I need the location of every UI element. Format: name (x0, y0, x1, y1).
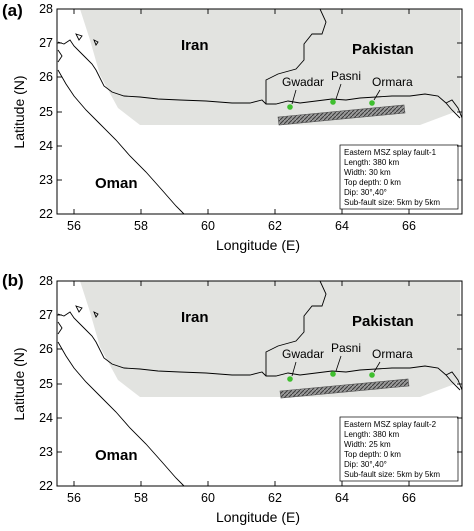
city-marker-pasni (330, 99, 336, 105)
x-tick-label: 62 (268, 491, 282, 505)
city-pointer-gwadar (291, 89, 297, 105)
map-panel-a: Gwadar Pasni Ormara Iran Pakistan Oman E… (0, 0, 474, 265)
city-marker-gwadar (287, 104, 293, 110)
city-label-gwadar: Gwadar (282, 347, 324, 361)
city-pointer-ormara (373, 89, 381, 101)
info-line-3: Width: 30 km (344, 168, 391, 177)
y-tick-label: 22 (39, 479, 53, 493)
y-tick-label: 25 (39, 105, 53, 119)
x-tick-label: 60 (201, 491, 215, 505)
fault-info-box: Eastern MSZ splay fault-1 Length: 380 km… (339, 144, 459, 210)
y-tick-label: 28 (39, 274, 53, 288)
info-line-2: Length: 380 km (344, 158, 399, 167)
city-label-pasni: Pasni (331, 69, 361, 83)
info-line-5: Dip: 30°,40° (344, 188, 387, 197)
city-marker-gwadar (287, 376, 293, 382)
y-tick-label: 22 (39, 207, 53, 221)
y-tick-label: 27 (39, 36, 53, 50)
map-b-svg: Gwadar Pasni Ormara Iran Pakistan Oman E… (2, 271, 463, 525)
y-tick-label: 24 (39, 411, 53, 425)
city-pointer-ormara (373, 361, 381, 373)
region-label-iran: Iran (181, 37, 209, 54)
city-pointer-gwadar (291, 361, 297, 377)
coastline (57, 8, 463, 215)
x-tick-label: 64 (335, 219, 349, 233)
info-line-4: Top depth: 0 km (344, 450, 401, 459)
city-marker-ormara (369, 372, 375, 378)
axis-ticks (57, 280, 462, 487)
city-markers (287, 355, 381, 382)
region-label-pakistan: Pakistan (352, 313, 414, 330)
info-line-2: Length: 380 km (344, 430, 399, 439)
map-frame (56, 8, 463, 215)
fault-plane (277, 104, 406, 126)
info-line-5: Dip: 30°,40° (344, 460, 387, 469)
info-line-4: Top depth: 0 km (344, 178, 401, 187)
y-tick-label: 26 (39, 70, 53, 84)
info-line-6: Sub-fault size: 5km by 5km (344, 470, 440, 479)
axis-ticks (57, 8, 462, 215)
city-marker-pasni (330, 371, 336, 377)
x-tick-label: 62 (268, 219, 282, 233)
map-a-svg: Gwadar Pasni Ormara Iran Pakistan Oman E… (2, 1, 463, 253)
fault-plane (279, 378, 410, 399)
info-line-3: Width: 25 km (344, 440, 391, 449)
info-line-1: Eastern MSZ splay fault-1 (344, 148, 437, 157)
y-axis-title: Latitude (N) (11, 75, 27, 148)
map-frame (56, 280, 463, 487)
city-label-ormara: Ormara (372, 75, 413, 89)
city-label-gwadar: Gwadar (282, 75, 324, 89)
region-label-iran: Iran (181, 309, 209, 326)
model-domain-area (80, 281, 460, 397)
x-tick-label: 66 (402, 219, 416, 233)
x-axis-title: Longitude (E) (216, 237, 300, 253)
coastline (57, 280, 463, 487)
y-axis-title: Latitude (N) (11, 347, 27, 420)
city-marker-ormara (369, 100, 375, 106)
info-line-6: Sub-fault size: 5km by 5km (344, 198, 440, 207)
map-panel-b: Gwadar Pasni Ormara Iran Pakistan Oman E… (0, 266, 474, 531)
city-pointer-pasni (335, 355, 342, 372)
city-markers (287, 83, 381, 110)
city-label-pasni: Pasni (331, 341, 361, 355)
y-tick-label: 28 (39, 2, 53, 16)
y-tick-label: 26 (39, 342, 53, 356)
fault-info-box: Eastern MSZ splay fault-2 Length: 380 km… (339, 416, 459, 482)
region-label-oman: Oman (95, 447, 138, 464)
panel-tag: (b) (2, 271, 24, 290)
y-tick-label: 27 (39, 308, 53, 322)
x-tick-label: 58 (134, 491, 148, 505)
city-label-ormara: Ormara (372, 347, 413, 361)
x-tick-label: 56 (67, 219, 81, 233)
region-label-oman: Oman (95, 175, 138, 192)
city-pointer-pasni (335, 83, 342, 100)
y-tick-label: 24 (39, 139, 53, 153)
x-tick-label: 66 (402, 491, 416, 505)
y-tick-label: 23 (39, 173, 53, 187)
model-domain-area (80, 9, 460, 125)
x-axis-title: Longitude (E) (216, 509, 300, 525)
x-tick-label: 64 (335, 491, 349, 505)
x-tick-label: 58 (134, 219, 148, 233)
x-tick-label: 60 (201, 219, 215, 233)
panel-tag: (a) (2, 1, 23, 20)
y-tick-label: 25 (39, 377, 53, 391)
region-label-pakistan: Pakistan (352, 41, 414, 58)
info-line-1: Eastern MSZ splay fault-2 (344, 420, 437, 429)
x-tick-label: 56 (67, 491, 81, 505)
y-tick-label: 23 (39, 445, 53, 459)
